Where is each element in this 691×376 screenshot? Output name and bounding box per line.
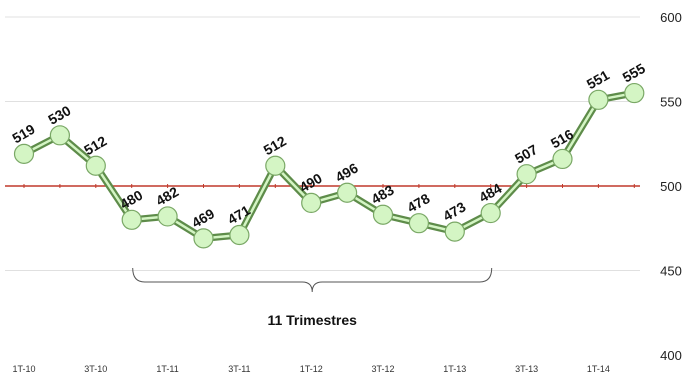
data-point: [588, 89, 609, 110]
series-line: [22, 89, 635, 242]
y-tick-label-550: 550: [660, 95, 682, 110]
data-point: [229, 224, 250, 246]
data-label: 473: [440, 198, 468, 224]
data-point: [337, 182, 358, 203]
data-point: [624, 82, 645, 104]
data-label: 551: [584, 67, 612, 93]
x-tick-label-3T-12: 3T-12: [371, 364, 394, 374]
x-tick-label-1T-13: 1T-13: [443, 364, 466, 374]
y-tick-label-600: 600: [660, 10, 682, 25]
data-point: [121, 209, 142, 230]
data-point: [85, 155, 106, 176]
data-point: [408, 213, 429, 234]
data-point: [49, 125, 71, 146]
data-point: [480, 202, 501, 224]
y-axis-ticks: 400 450 500 550 600: [660, 10, 682, 363]
data-point: [372, 204, 394, 225]
x-tick-label-3T-13: 3T-13: [515, 364, 538, 374]
x-axis-ticks: 1T-10 3T-10 1T-11 3T-11 1T-12 3T-12 1T-13 3T-13…: [12, 184, 635, 374]
y-tick-label-400: 400: [660, 348, 682, 363]
data-label: 469: [189, 205, 217, 231]
data-point: [157, 206, 178, 227]
data-label: 530: [45, 102, 73, 128]
series-line-outer: [22, 89, 635, 242]
data-point: [193, 228, 214, 249]
data-label: 496: [332, 160, 360, 186]
x-tick-label-1T-10: 1T-10: [12, 364, 35, 374]
x-tick-label-1T-14: 1T-14: [587, 364, 610, 374]
data-point: [552, 148, 573, 170]
data-point: [265, 155, 286, 176]
x-tick-label-1T-12: 1T-12: [300, 364, 323, 374]
data-label: 512: [261, 133, 289, 159]
annotation-label: 11 Trimestres: [267, 312, 357, 328]
annotation-brace: [132, 267, 493, 293]
data-point: [516, 164, 537, 185]
data-point: [444, 221, 465, 242]
y-tick-label-450: 450: [660, 264, 682, 279]
data-point: [13, 143, 35, 164]
data-label: 555: [620, 60, 648, 86]
data-label: 519: [9, 121, 37, 147]
data-label: 507: [512, 141, 540, 167]
data-label: 482: [153, 183, 181, 209]
data-label: 478: [404, 190, 432, 216]
x-tick-label-3T-10: 3T-10: [84, 364, 107, 374]
x-tick-label-1T-11: 1T-11: [156, 364, 178, 374]
x-tick-label-3T-11: 3T-11: [228, 364, 250, 374]
y-tick-label-500: 500: [660, 179, 682, 194]
series-markers: [13, 82, 645, 249]
data-point: [301, 192, 322, 213]
